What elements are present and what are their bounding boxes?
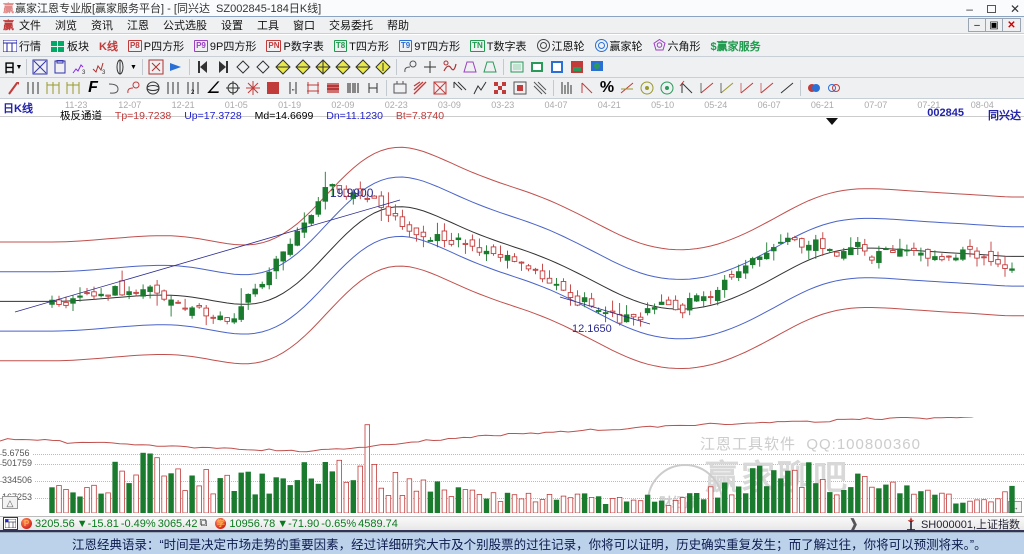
svg-text:": " <box>292 89 295 95</box>
svg-text:3: 3 <box>82 70 86 75</box>
svg-text:19.9900: 19.9900 <box>330 186 374 200</box>
svg-text:3: 3 <box>102 70 106 75</box>
svg-text:2: 2 <box>191 90 195 95</box>
svg-text:12.1650: 12.1650 <box>572 323 612 335</box>
